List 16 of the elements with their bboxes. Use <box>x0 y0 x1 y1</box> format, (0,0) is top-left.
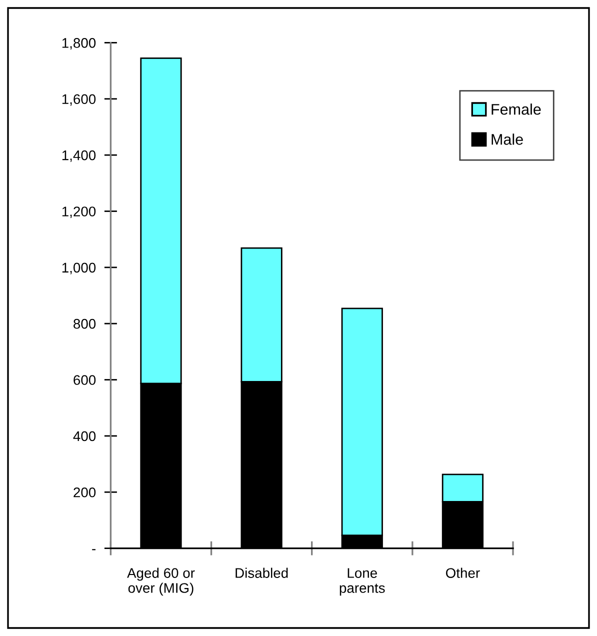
legend-label: Female <box>492 104 541 115</box>
y-tick-label: 400 <box>73 431 96 442</box>
y-tick-label: 600 <box>74 375 96 385</box>
y-tick-label: 1,600 <box>62 94 96 106</box>
y-tick-label: 200 <box>74 487 96 498</box>
x-tick-label: Aged 60 or over (MIG) <box>127 568 195 596</box>
y-tick-label: 800 <box>74 318 96 329</box>
y-tick-label: 1,400 <box>62 150 96 162</box>
y-tick-label: 1,200 <box>62 206 96 218</box>
legend-label: Male <box>492 134 523 145</box>
x-tick-label: Lone parents <box>340 568 385 596</box>
x-tick-label: Disabled <box>236 568 288 578</box>
y-tick-label: 1,000 <box>62 262 96 274</box>
y-tick-label: 1,800 <box>62 38 96 50</box>
y-tick-label: - <box>92 549 96 550</box>
x-tick-label: Other <box>446 568 480 578</box>
